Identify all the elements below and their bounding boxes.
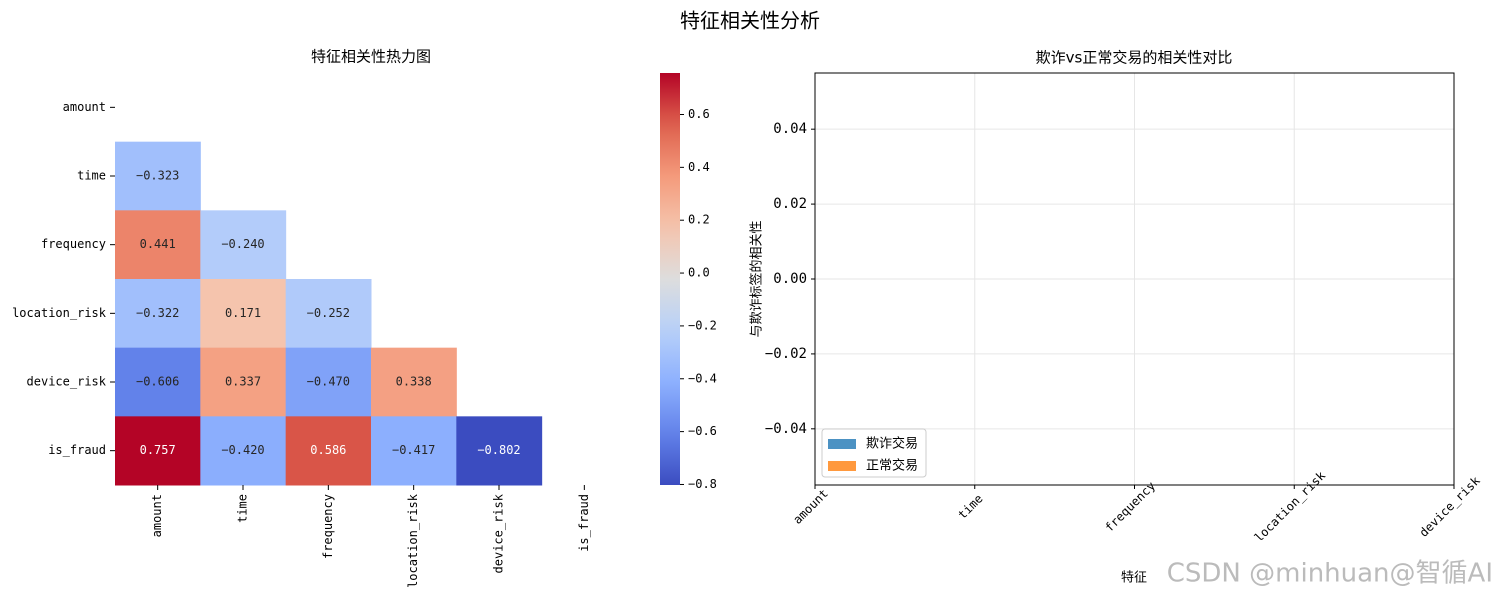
cell-label: −0.417 — [392, 443, 435, 457]
cell-label: −0.240 — [221, 237, 264, 251]
heatmap-cell — [115, 141, 201, 211]
figure-title: 特征相关性分析 — [680, 9, 820, 33]
x-tick-label: time — [955, 491, 985, 521]
cell-label: 0.586 — [310, 443, 346, 457]
colorbar-tick-label: 0.2 — [688, 213, 710, 227]
y-tick-label: device_risk — [27, 375, 107, 389]
y-tick-label: −0.04 — [765, 421, 807, 437]
y-axis-label: 与欺诈标签的相关性 — [749, 220, 765, 337]
cell-label: −0.470 — [307, 375, 350, 389]
heatmap-cell — [285, 347, 372, 417]
y-tick-label: time — [77, 169, 106, 183]
cell-label: 0.757 — [140, 443, 176, 457]
heatmap-title: 特征相关性热力图 — [311, 48, 431, 66]
colorbar-tick-label: −0.6 — [688, 424, 717, 438]
x-tick-label: amount — [790, 486, 831, 527]
heatmap-cell — [115, 347, 201, 417]
cell-label: −0.252 — [307, 306, 350, 320]
x-tick-label: time — [236, 494, 250, 523]
y-tick-label: 0.02 — [773, 196, 807, 212]
heatmap-cell — [115, 279, 201, 349]
colorbar-tick-label: −0.2 — [688, 318, 717, 332]
colorbar — [660, 73, 680, 485]
colorbar-tick-label: 0.4 — [688, 160, 710, 174]
x-tick-label: frequency — [1102, 479, 1158, 535]
colorbar-tick-label: 0.0 — [688, 266, 710, 280]
x-axis-label: 特征 — [1121, 571, 1147, 586]
y-tick-label: frequency — [41, 237, 106, 251]
heatmap-cell — [200, 347, 287, 417]
heatmap-cell — [200, 416, 287, 486]
cell-label: −0.606 — [136, 375, 179, 389]
cell-label: 0.441 — [140, 237, 176, 251]
x-tick-label: frequency — [321, 494, 335, 559]
colorbar-tick-label: 0.6 — [688, 107, 710, 121]
heatmap-cell — [200, 210, 287, 280]
heatmap-cell — [285, 279, 372, 349]
cell-label: 0.171 — [225, 306, 261, 320]
legend-swatch — [828, 461, 856, 471]
plot-frame — [814, 72, 1455, 486]
cell-label: −0.323 — [136, 169, 179, 183]
x-tick-label: device_risk — [492, 493, 506, 573]
x-tick-label: amount — [150, 494, 164, 537]
y-tick-label: location_risk — [12, 306, 107, 320]
cell-label: −0.322 — [136, 306, 179, 320]
x-tick-label: is_fraud — [577, 494, 591, 552]
x-tick-label: location_risk — [406, 493, 420, 588]
colorbar-tick-label: −0.8 — [688, 477, 717, 491]
legend-label: 欺诈交易 — [866, 436, 918, 452]
legend-swatch — [828, 439, 856, 449]
x-tick-label: location_risk — [1252, 468, 1329, 545]
cell-label: −0.420 — [221, 443, 264, 457]
y-tick-label: 0.00 — [773, 271, 807, 287]
y-tick-label: −0.02 — [765, 346, 807, 362]
watermark: CSDN @minhuan@智循AI — [1167, 559, 1493, 589]
heatmap-cell — [285, 416, 372, 486]
cell-label: 0.337 — [225, 375, 261, 389]
y-tick-label: amount — [63, 100, 106, 114]
cell-label: 0.338 — [396, 375, 432, 389]
heatmap-cell — [371, 347, 457, 417]
heatmap-cell — [200, 279, 287, 349]
heatmap-cell — [115, 416, 201, 486]
x-tick-label: device_risk — [1417, 473, 1484, 540]
y-tick-label: is_fraud — [48, 443, 106, 457]
heatmap-cell — [456, 416, 543, 486]
heatmap-cell — [115, 210, 201, 280]
bar-title: 欺诈vs正常交易的相关性对比 — [1036, 49, 1233, 67]
heatmap-cell — [371, 416, 457, 486]
legend-label: 正常交易 — [866, 458, 918, 474]
y-tick-label: 0.04 — [773, 121, 807, 137]
colorbar-tick-label: −0.4 — [688, 371, 717, 385]
cell-label: −0.802 — [477, 443, 520, 457]
